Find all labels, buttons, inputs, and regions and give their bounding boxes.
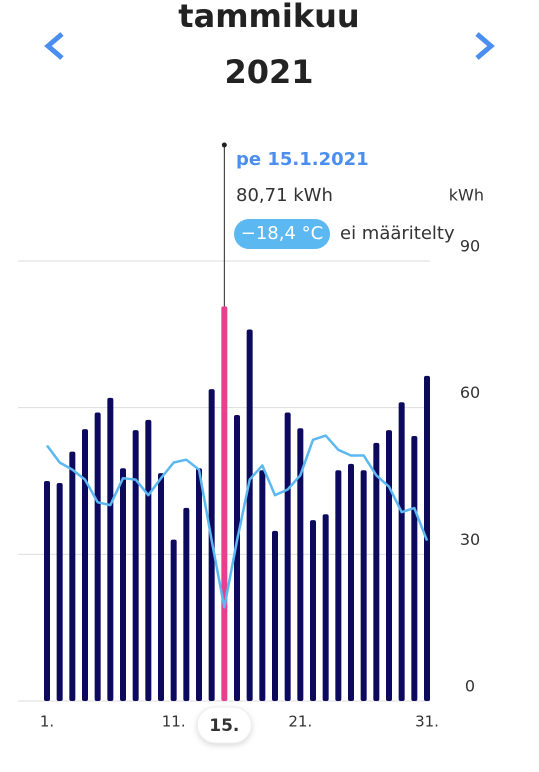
- bar: [386, 430, 392, 701]
- bar: [234, 415, 240, 701]
- tooltip-dot: [221, 142, 227, 148]
- bar: [335, 470, 342, 701]
- tooltip-note: ei määritelty: [340, 223, 455, 244]
- bar: [56, 482, 63, 701]
- y-tick-label: 30: [460, 530, 480, 549]
- temperature-pill: [234, 219, 330, 249]
- bar: [246, 329, 253, 701]
- chart-subtitle: 2021: [224, 53, 313, 91]
- bar: [82, 429, 88, 701]
- x-tick-label: 31.: [415, 713, 439, 731]
- bar: [183, 507, 190, 701]
- bar: [272, 530, 278, 701]
- bar: [158, 473, 164, 701]
- y-tick-label: 0: [465, 677, 475, 696]
- bar: [196, 468, 202, 701]
- bar: [259, 470, 266, 701]
- y-tick-label: 90: [460, 237, 480, 256]
- temperature-line: [45, 434, 429, 609]
- bar: [373, 442, 380, 701]
- bar: [44, 481, 50, 701]
- bar: [297, 428, 304, 701]
- x-tick-label: 11.: [162, 713, 186, 731]
- bar: [221, 306, 228, 701]
- bar: [170, 539, 177, 701]
- x-label-pill: [196, 706, 252, 744]
- bar: [348, 463, 354, 701]
- bar: [322, 514, 329, 701]
- tooltip-value: 80,71 kWh: [236, 185, 333, 206]
- bar: [120, 468, 126, 701]
- y-tick-label: 60: [460, 383, 480, 402]
- chart-title: tammikuu: [178, 0, 359, 35]
- bar: [132, 430, 139, 701]
- bar: [107, 397, 114, 701]
- y-axis-label: kWh: [449, 186, 484, 205]
- prev-arrow[interactable]: [44, 32, 64, 60]
- tooltip-temperature: −18,4 °C: [241, 223, 323, 244]
- bar: [398, 402, 405, 701]
- bar: [145, 419, 152, 701]
- bar: [94, 412, 101, 701]
- tooltip-date: pe 15.1.2021: [236, 149, 369, 170]
- bar: [411, 436, 418, 701]
- x-tick-label: 21.: [288, 713, 312, 731]
- bar: [360, 470, 367, 701]
- bar: [310, 520, 316, 701]
- bar: [284, 412, 291, 701]
- bar: [69, 451, 76, 701]
- x-tick-label: 1.: [40, 713, 54, 731]
- next-arrow[interactable]: [475, 32, 495, 60]
- x-tick-label: 15.: [209, 716, 239, 736]
